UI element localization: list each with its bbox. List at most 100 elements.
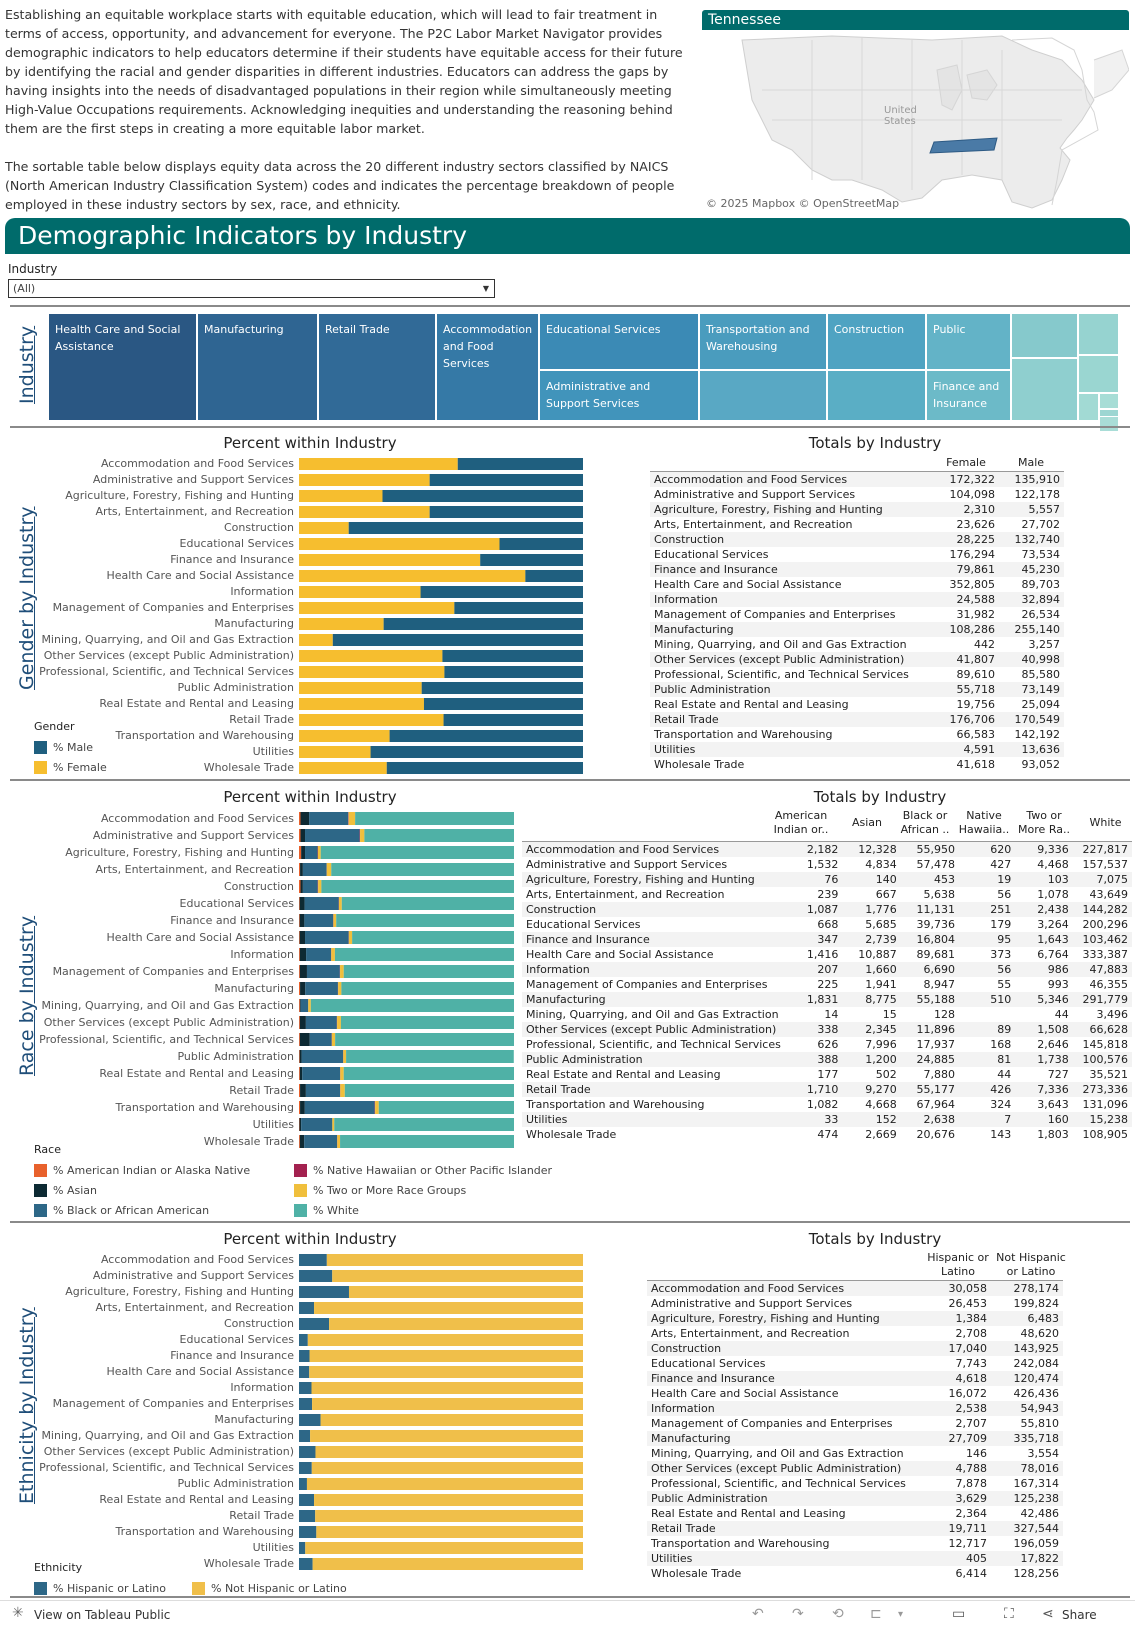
- bar-segment[interactable]: [310, 999, 514, 1012]
- bar-segment[interactable]: [314, 1302, 583, 1314]
- bar-segment[interactable]: [299, 1398, 313, 1410]
- bar-segment[interactable]: [301, 1050, 344, 1063]
- comment-icon[interactable]: ▭: [952, 1606, 966, 1622]
- bar-segment[interactable]: [300, 982, 306, 995]
- bar-segment[interactable]: [301, 846, 306, 859]
- view-on-tableau-link[interactable]: View on Tableau Public: [34, 1608, 171, 1622]
- bar-segment[interactable]: [299, 1135, 305, 1148]
- bar-segment[interactable]: [299, 965, 300, 978]
- bar-segment[interactable]: [302, 1067, 341, 1080]
- table-row[interactable]: Construction 17,040 143,925: [647, 1341, 1063, 1356]
- table-row[interactable]: Management of Companies and Enterprises 2…: [647, 1416, 1063, 1431]
- bar-segment[interactable]: [375, 1101, 379, 1114]
- bar-segment[interactable]: [329, 1318, 583, 1330]
- table-row[interactable]: Arts, Entertainment, and Recreation 2,708…: [647, 1326, 1063, 1341]
- bar-segment[interactable]: [314, 1494, 583, 1506]
- table-row[interactable]: Manufacturing 108,286 255,140: [650, 622, 1064, 637]
- table-row[interactable]: Other Services (except Public Administra…: [650, 652, 1064, 667]
- bar-segment[interactable]: [315, 1446, 583, 1458]
- bar-segment[interactable]: [306, 965, 340, 978]
- race-col-header[interactable]: Two or More Ra..: [1018, 809, 1070, 836]
- legend-item-not-hispanic[interactable]: % Not Hispanic or Latino: [192, 1578, 347, 1598]
- bar-segment[interactable]: [299, 914, 305, 927]
- table-row[interactable]: Wholesale Trade 41,618 93,052: [650, 757, 1064, 772]
- bar-segment[interactable]: [299, 1478, 307, 1490]
- bar-segment[interactable]: [299, 914, 300, 927]
- bar-segment[interactable]: [299, 1350, 310, 1362]
- legend-item-hispanic[interactable]: % Hispanic or Latino: [34, 1578, 166, 1598]
- bar-segment[interactable]: [348, 812, 356, 825]
- bar-segment[interactable]: [299, 1067, 303, 1080]
- bar-segment[interactable]: [444, 666, 583, 678]
- legend-item-american-indian[interactable]: % American Indian or Alaska Native: [34, 1160, 294, 1180]
- race-col-header[interactable]: Native Hawaiia..: [958, 809, 1010, 836]
- bar-segment[interactable]: [299, 1542, 306, 1554]
- bar-segment[interactable]: [343, 1067, 514, 1080]
- bar-segment[interactable]: [331, 863, 514, 876]
- table-row[interactable]: Health Care and Social Assistance 1,416 10…: [522, 947, 1132, 962]
- race-col-header[interactable]: Asian: [851, 816, 883, 829]
- table-row[interactable]: Retail Trade 19,711 327,544: [647, 1521, 1063, 1536]
- bar-segment[interactable]: [331, 948, 335, 961]
- table-row[interactable]: Educational Services 7,743 242,084: [647, 1356, 1063, 1371]
- pause-icon[interactable]: ⊏: [870, 1606, 882, 1622]
- bar-segment[interactable]: [306, 948, 332, 961]
- bar-segment[interactable]: [299, 522, 349, 534]
- bar-segment[interactable]: [429, 474, 583, 486]
- bar-segment[interactable]: [299, 948, 300, 961]
- bar-segment[interactable]: [299, 1016, 300, 1029]
- bar-segment[interactable]: [305, 1016, 337, 1029]
- bar-segment[interactable]: [299, 1101, 301, 1114]
- bar-segment[interactable]: [299, 863, 301, 876]
- bar-segment[interactable]: [299, 1135, 300, 1148]
- bar-segment[interactable]: [326, 863, 332, 876]
- bar-segment[interactable]: [299, 698, 424, 710]
- bar-segment[interactable]: [341, 897, 514, 910]
- bar-segment[interactable]: [305, 931, 349, 944]
- table-row[interactable]: Wholesale Trade 6,414 128,256: [647, 1566, 1063, 1581]
- bar-segment[interactable]: [423, 698, 583, 710]
- table-row[interactable]: Manufacturing 1,831 8,775 55,188 510 5,346 291…: [522, 992, 1132, 1007]
- table-row[interactable]: Health Care and Social Assistance 16,072 4…: [647, 1386, 1063, 1401]
- bar-segment[interactable]: [332, 1270, 583, 1282]
- bar-segment[interactable]: [300, 812, 310, 825]
- bar-segment[interactable]: [311, 1382, 583, 1394]
- table-row[interactable]: Health Care and Social Assistance 352,805…: [650, 577, 1064, 592]
- bar-segment[interactable]: [299, 714, 444, 726]
- industry-filter-dropdown[interactable]: (All) ▼: [8, 279, 495, 298]
- table-row[interactable]: Information 2,538 54,943: [647, 1401, 1063, 1416]
- table-row[interactable]: Public Administration 388 1,200 24,885 81 1,7…: [522, 1052, 1132, 1067]
- bar-segment[interactable]: [299, 618, 384, 630]
- bar-segment[interactable]: [299, 1558, 313, 1570]
- bar-segment[interactable]: [299, 897, 305, 910]
- legend-item-male[interactable]: % Male: [34, 737, 107, 757]
- bar-segment[interactable]: [320, 846, 514, 859]
- bar-segment[interactable]: [306, 1478, 583, 1490]
- state-map[interactable]: Tennessee United States © 2025 Mapbox © …: [702, 10, 1130, 210]
- bar-segment[interactable]: [337, 1016, 341, 1029]
- table-row[interactable]: Retail Trade 176,706 170,549: [650, 712, 1064, 727]
- bar-segment[interactable]: [299, 1033, 300, 1046]
- table-row[interactable]: Public Administration 3,629 125,238: [647, 1491, 1063, 1506]
- bar-segment[interactable]: [378, 1101, 514, 1114]
- bar-segment[interactable]: [299, 570, 526, 582]
- bar-segment[interactable]: [299, 931, 300, 944]
- bar-segment[interactable]: [299, 1033, 310, 1046]
- bar-segment[interactable]: [299, 474, 430, 486]
- table-row[interactable]: Utilities 4,591 13,636: [650, 742, 1064, 757]
- bar-segment[interactable]: [299, 1302, 315, 1314]
- bar-segment[interactable]: [299, 1494, 315, 1506]
- table-row[interactable]: Administrative and Support Services 1,532…: [522, 857, 1132, 872]
- legend-item-female[interactable]: % Female: [34, 757, 107, 777]
- bar-segment[interactable]: [343, 965, 514, 978]
- table-row[interactable]: Real Estate and Rental and Leasing 2,364 4…: [647, 1506, 1063, 1521]
- bar-segment[interactable]: [299, 650, 443, 662]
- ethnicity-col-header[interactable]: Hispanic or Latino: [927, 1251, 989, 1278]
- bar-segment[interactable]: [299, 538, 500, 550]
- bar-segment[interactable]: [299, 634, 333, 646]
- bar-segment[interactable]: [299, 1510, 316, 1522]
- bar-segment[interactable]: [299, 666, 445, 678]
- bar-segment[interactable]: [315, 1510, 583, 1522]
- bar-segment[interactable]: [299, 880, 301, 893]
- bar-segment[interactable]: [305, 829, 360, 842]
